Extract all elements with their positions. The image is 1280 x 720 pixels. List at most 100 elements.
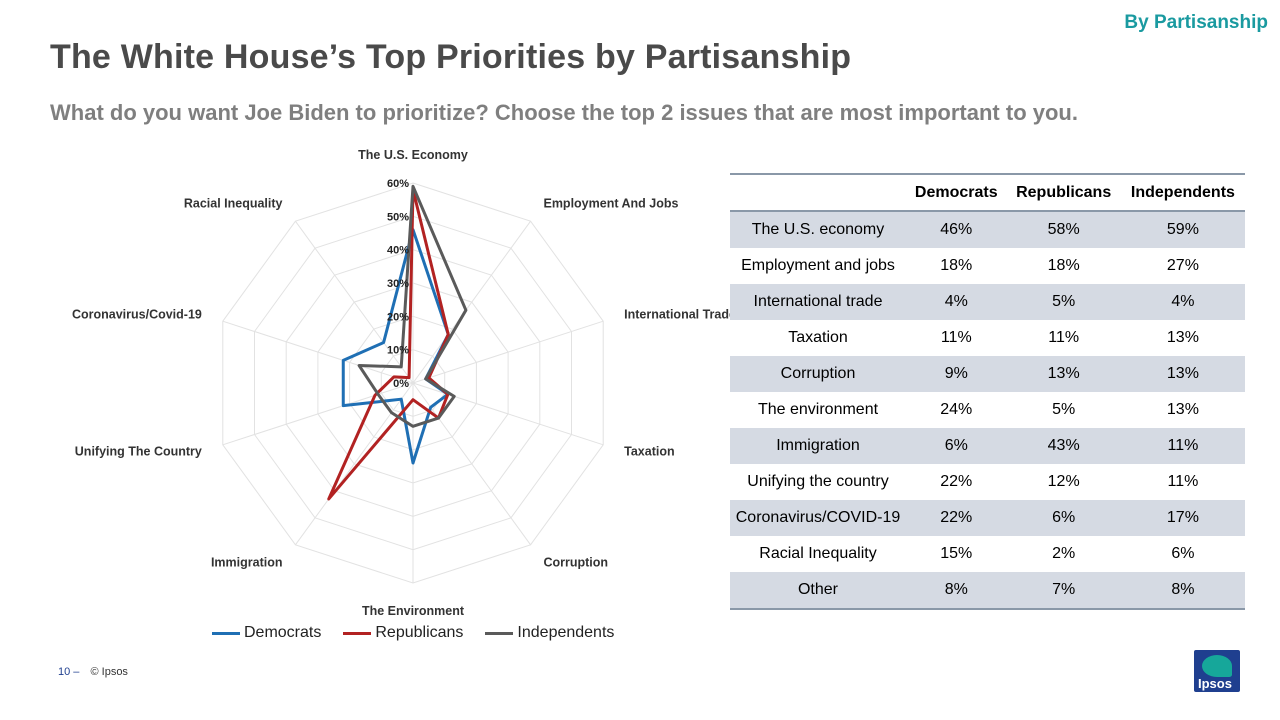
table-cell: 8% xyxy=(1120,572,1245,610)
tick-label: 0% xyxy=(393,378,409,390)
tick-label: 60% xyxy=(387,178,409,190)
table-cell: 18% xyxy=(1047,257,1080,274)
table-cell: 27% xyxy=(1166,257,1199,274)
legend-swatch-republicans xyxy=(343,631,372,635)
table-cell: 11% xyxy=(940,329,972,346)
grid-spoke xyxy=(412,320,604,384)
results-table: Democrats Republicans Independents The U… xyxy=(730,173,1245,610)
table-row: The environment 24% 5% 13% xyxy=(730,392,1245,428)
table-header-cell: Democrats xyxy=(906,173,1007,212)
legend-item-republicans: Republicans xyxy=(343,624,463,642)
ipsos-logo: Ipsos xyxy=(1194,650,1240,692)
table-cell: Corruption xyxy=(730,356,906,392)
table-row: International trade 4% 5% 4% xyxy=(730,284,1245,320)
chart-legend: Democrats Republicans Independents xyxy=(212,624,614,642)
table-cell: 9% xyxy=(906,356,1007,392)
tick-label: 40% xyxy=(387,245,409,257)
table-row: Racial Inequality 15% 2% 6% xyxy=(730,536,1245,572)
table-cell: 13% xyxy=(1006,356,1121,392)
tick-label: 50% xyxy=(387,211,409,223)
table-cell: 5% xyxy=(1052,401,1076,418)
table-cell: 8% xyxy=(906,572,1007,610)
table-cell: The environment xyxy=(757,401,879,418)
table-cell: 22% xyxy=(940,473,973,490)
table-cell: 7% xyxy=(1006,572,1121,610)
table-row: Unifying the country 22% 12% 11% xyxy=(730,464,1245,500)
grid-spoke xyxy=(295,220,414,384)
category-label: Coronavirus/Covid-19 xyxy=(72,307,202,321)
category-label: Employment And Jobs xyxy=(543,196,678,210)
legend-label-republicans: Republicans xyxy=(375,624,464,641)
table-cell: 11% xyxy=(1167,473,1199,490)
grid-spoke xyxy=(412,220,531,384)
table-cell: The U.S. economy xyxy=(730,211,906,248)
grid-spoke xyxy=(222,320,414,384)
table-header-cell: Independents xyxy=(1120,173,1245,212)
category-label: International Trade xyxy=(624,307,730,321)
table-cell: Coronavirus/COVID-19 xyxy=(730,500,906,536)
table-cell: 18% xyxy=(940,257,973,274)
legend-item-democrats: Democrats xyxy=(212,624,321,642)
category-label: Taxation xyxy=(624,445,674,459)
table-cell: Taxation xyxy=(788,329,848,346)
table-cell: 15% xyxy=(940,545,973,562)
table-cell: 43% xyxy=(1006,428,1121,464)
page-subtitle: What do you want Joe Biden to prioritize… xyxy=(50,100,1078,125)
legend-item-independents: Independents xyxy=(485,624,614,642)
table-cell: 17% xyxy=(1120,500,1245,536)
logo-text: Ipsos xyxy=(1198,676,1232,691)
table-row: Taxation 11% 11% 13% xyxy=(730,320,1245,356)
table-cell: 11% xyxy=(1048,329,1080,346)
table-cell: 59% xyxy=(1120,211,1245,248)
table-cell: Immigration xyxy=(730,428,906,464)
table-cell: 4% xyxy=(906,284,1007,320)
tick-label: 20% xyxy=(387,311,409,323)
table-cell: 6% xyxy=(1171,545,1195,562)
table-cell: 12% xyxy=(1047,473,1080,490)
table-row: The U.S. economy 46% 58% 59% xyxy=(730,211,1245,248)
legend-label-democrats: Democrats xyxy=(244,624,322,641)
grid-spoke xyxy=(222,382,414,446)
logo-leaf-icon xyxy=(1202,655,1232,677)
category-label: The U.S. Economy xyxy=(358,148,468,162)
page-number: 10 – xyxy=(58,666,80,678)
tick-label: 30% xyxy=(387,278,409,290)
table-row: Coronavirus/COVID-19 22% 6% 17% xyxy=(730,500,1245,536)
table-cell: 2% xyxy=(1052,545,1076,562)
table-cell: 13% xyxy=(1166,329,1199,346)
table-cell: 6% xyxy=(1006,500,1121,536)
grid-spoke xyxy=(412,382,531,546)
table-cell: Unifying the country xyxy=(747,473,889,490)
table-cell: Employment and jobs xyxy=(741,257,895,274)
table-row: Other 8% 7% 8% xyxy=(730,572,1245,610)
table-header-row: Democrats Republicans Independents xyxy=(730,173,1245,212)
category-label: Immigration xyxy=(211,556,283,570)
footer: 10 – © Ipsos xyxy=(58,666,128,678)
page-title: The White House’s Top Priorities by Part… xyxy=(50,38,852,76)
table-row: Immigration 6% 43% 11% xyxy=(730,428,1245,464)
series-line-independents xyxy=(357,184,468,428)
table-cell: 11% xyxy=(1120,428,1245,464)
category-label: Racial Inequality xyxy=(184,196,283,210)
category-label: The Environment xyxy=(362,604,465,618)
copyright: © Ipsos xyxy=(90,666,128,678)
category-label: Unifying The Country xyxy=(75,445,202,459)
table-cell: 5% xyxy=(1006,284,1121,320)
table-cell: 13% xyxy=(1166,401,1199,418)
table-cell: Racial Inequality xyxy=(759,545,877,562)
table-row: Employment and jobs 18% 18% 27% xyxy=(730,248,1245,284)
table-header-cell xyxy=(730,173,906,212)
table-cell: 13% xyxy=(1120,356,1245,392)
section-tag: By Partisanship xyxy=(1124,12,1268,33)
legend-label-independents: Independents xyxy=(517,624,615,641)
table-cell: 24% xyxy=(940,401,973,418)
table-cell: 46% xyxy=(906,211,1007,248)
legend-swatch-independents xyxy=(485,631,514,635)
table-cell: 4% xyxy=(1120,284,1245,320)
legend-swatch-democrats xyxy=(212,631,240,635)
table-header-cell: Republicans xyxy=(1006,173,1121,212)
table-cell: International trade xyxy=(730,284,906,320)
category-label: Corruption xyxy=(543,556,608,570)
table-row: Corruption 9% 13% 13% xyxy=(730,356,1245,392)
table-cell: 58% xyxy=(1006,211,1121,248)
